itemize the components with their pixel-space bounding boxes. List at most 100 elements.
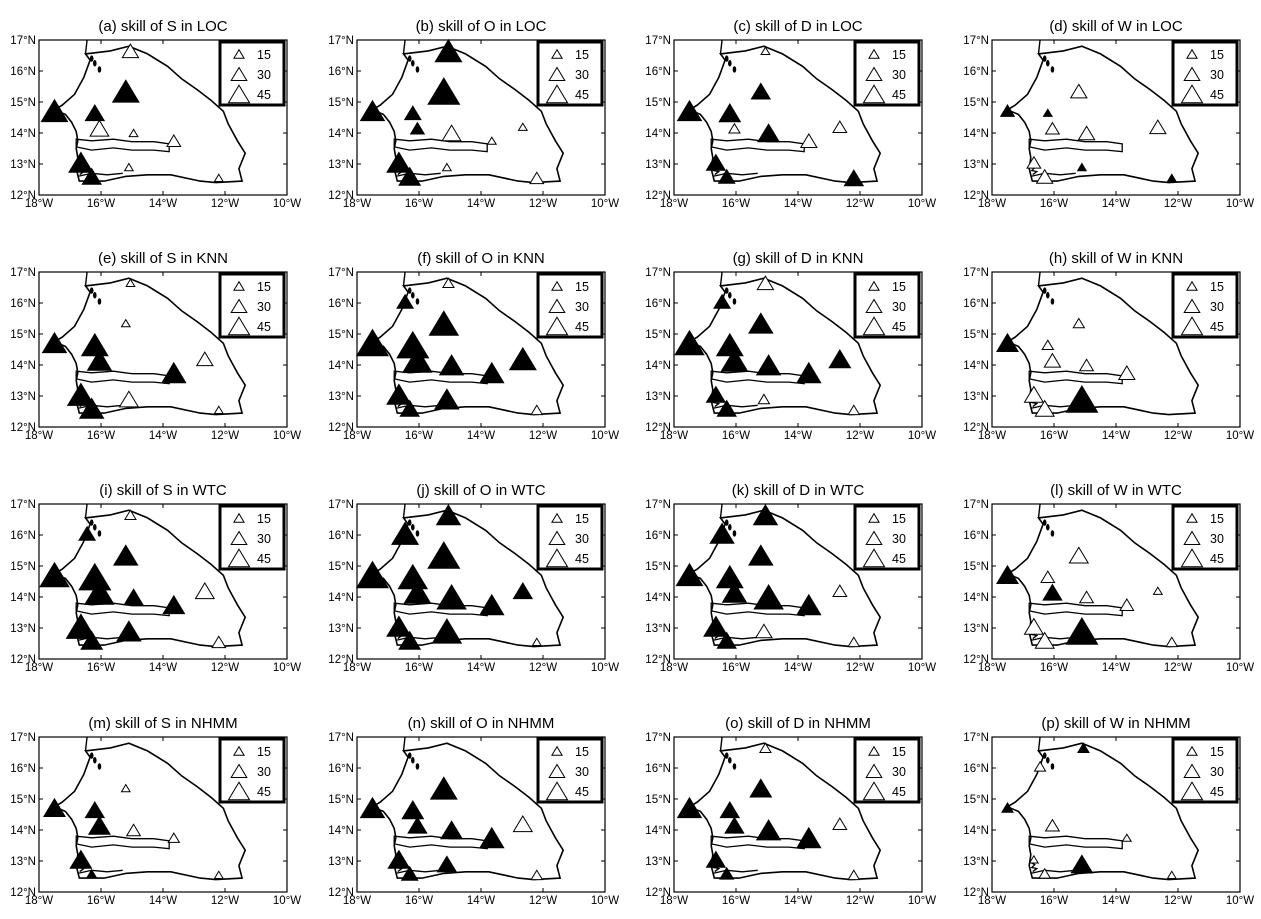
legend-triangle [865,763,883,778]
station-triangle [398,166,422,186]
y-tick-label: 13°N [963,623,989,635]
northern-border [402,736,406,752]
island-mark [1050,66,1055,73]
x-tick-label: 10°W [591,430,619,442]
legend-triangle [548,763,566,778]
legend-triangle [545,781,569,801]
station-triangle [409,121,426,135]
station-triangle [718,103,742,123]
station-triangle [675,562,704,587]
y-tick-label: 17°N [645,499,671,511]
station-triangle [1078,358,1095,372]
station-triangle [1077,742,1090,753]
island-mark [1042,55,1047,62]
northern-border [1037,503,1041,519]
y-tick-label: 16°N [328,763,354,775]
island-mark [1050,530,1055,537]
legend-box [853,272,921,339]
island-mark [732,298,737,305]
station-triangle [194,582,216,600]
island-mark [411,524,415,531]
x-tick-label: 18°W [660,430,688,442]
legend-label: 30 [575,68,589,82]
legend-triangle [233,745,245,756]
legend-triangle [548,298,566,313]
island-mark [407,752,412,759]
y-tick-label: 12°N [645,190,671,202]
y-tick-label: 14°N [328,360,354,372]
legend-triangle [545,84,569,104]
legend-triangle [1180,84,1204,104]
station-triangle [80,630,104,650]
station-triangle [705,385,727,403]
y-tick-label: 12°N [963,422,989,434]
station-triangle [113,544,139,566]
island-mark [89,752,94,759]
y-tick-label: 16°N [10,66,36,78]
legend-triangle [1183,298,1201,313]
y-tick-label: 16°N [328,298,354,310]
legend-label: 15 [892,280,906,294]
x-tick-label: 14°W [467,895,495,907]
station-triangle [752,504,779,526]
y-tick-label: 17°N [645,732,671,744]
station-triangle [757,393,771,405]
station-triangle [517,122,529,131]
map-panel: (n) skill of O in NHMM 18°W 16°W 14°W 12°W 10… [328,715,619,907]
station-triangle [676,796,703,819]
station-triangle [86,868,97,878]
panel-title: (p) skill of W in NHMM [1041,715,1190,732]
y-tick-label: 16°N [645,763,671,775]
panel-title: (b) skill of O in LOC [416,18,547,35]
island-mark [1042,287,1047,294]
y-tick-label: 14°N [10,128,36,140]
station-triangle [121,43,140,59]
station-triangle [120,783,131,793]
y-tick-label: 17°N [328,35,354,47]
legend-label: 15 [1210,48,1224,62]
island-mark [724,287,729,294]
station-triangle [832,584,848,597]
gambia-outline [75,138,170,153]
x-tick-label: 14°W [1102,895,1130,907]
casamance-river [1030,404,1076,410]
x-tick-label: 14°W [784,430,812,442]
station-triangle [211,635,227,649]
y-tick-label: 17°N [328,732,354,744]
legend-box [218,737,286,804]
x-tick-label: 12°W [846,895,874,907]
station-triangle [530,404,544,416]
x-tick-label: 14°W [1102,430,1130,442]
station-triangle [401,800,425,820]
legend-triangle [868,512,880,523]
island-mark [724,55,729,62]
station-triangle [796,826,822,849]
legend-triangle [545,548,569,568]
x-tick-label: 12°W [211,198,239,210]
legend-label: 15 [575,280,589,294]
island-mark [1046,292,1050,299]
panel-title: (m) skill of S in NHMM [88,715,237,732]
station-triangle [359,796,386,819]
legend-triangle [1180,781,1204,801]
legend-box [536,504,604,571]
legend-triangle [227,84,251,104]
station-triangle [87,815,111,835]
y-tick-label: 15°N [963,97,989,109]
station-triangle [760,46,771,55]
legend-label: 30 [1210,68,1224,82]
legend-triangle [1180,316,1204,336]
y-tick-label: 13°N [328,391,354,403]
panel-title: (o) skill of D in NHMM [725,715,871,732]
x-tick-label: 16°W [405,662,433,674]
island-mark [97,298,102,305]
y-tick-label: 15°N [963,794,989,806]
island-mark [1046,757,1050,764]
station-triangle [89,119,110,137]
x-tick-label: 12°W [211,430,239,442]
station-triangle [399,399,420,417]
station-triangle [128,128,139,138]
x-tick-label: 10°W [1226,430,1254,442]
y-tick-label: 16°N [10,763,36,775]
